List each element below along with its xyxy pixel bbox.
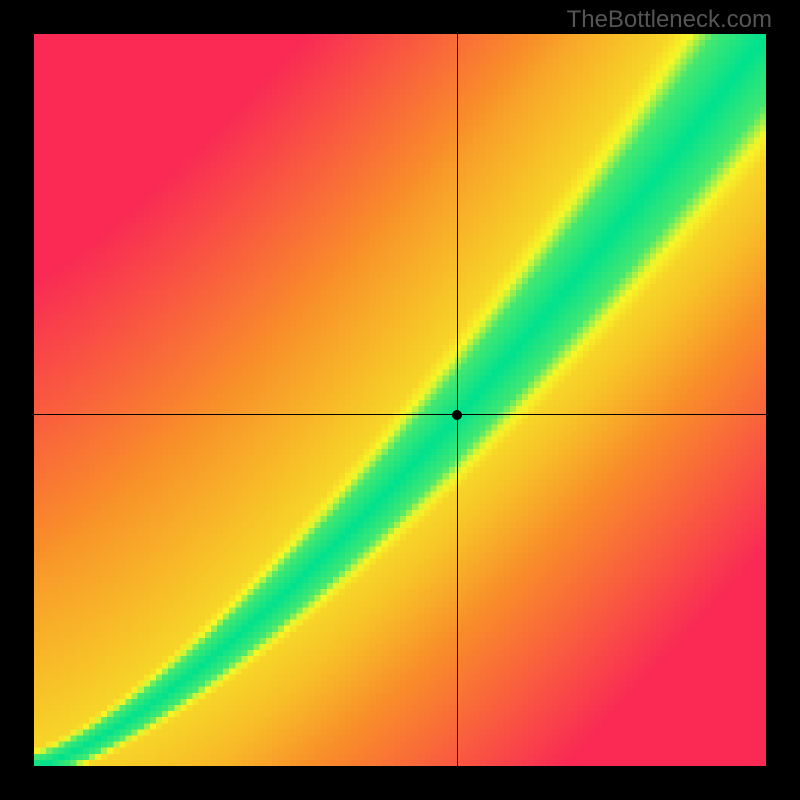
watermark-text: TheBottleneck.com	[567, 6, 772, 34]
bottleneck-heatmap	[34, 34, 766, 766]
crosshair-horizontal	[34, 414, 766, 415]
crosshair-marker-dot	[452, 410, 462, 420]
chart-container: TheBottleneck.com	[0, 0, 800, 800]
crosshair-vertical	[457, 34, 458, 766]
